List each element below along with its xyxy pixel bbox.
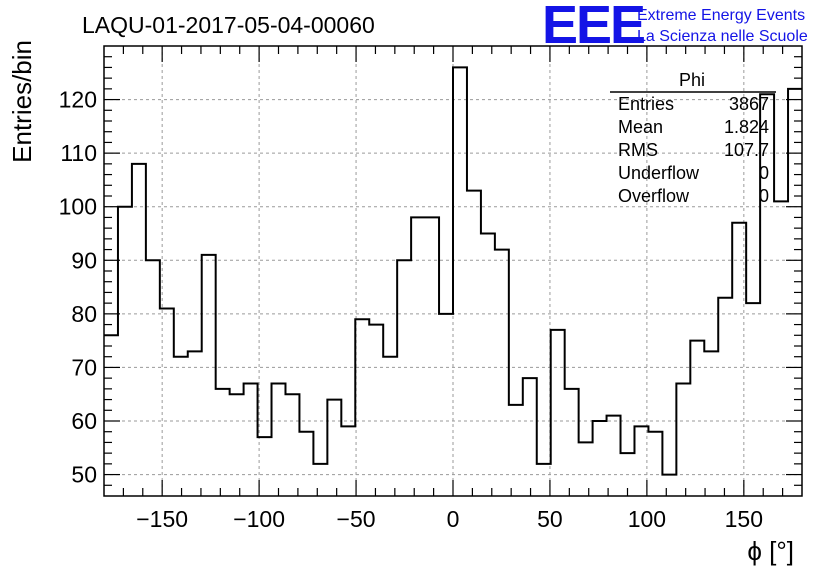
x-tick-label: 50 bbox=[537, 506, 563, 532]
x-axis-title: ϕ [°] bbox=[747, 536, 794, 566]
stats-label: RMS bbox=[618, 140, 658, 160]
x-tick-label: 100 bbox=[628, 506, 666, 532]
y-tick-label: 120 bbox=[59, 87, 97, 113]
stats-value: 0 bbox=[759, 163, 769, 183]
logo-line1: Extreme Energy Events bbox=[637, 7, 805, 24]
stats-label: Underflow bbox=[618, 163, 700, 183]
x-tick-label: −50 bbox=[337, 506, 376, 532]
stats-box: Phi Entries 3867 Mean 1.824 RMS 107.7 Underflo… bbox=[610, 70, 776, 206]
stats-value: 0 bbox=[759, 186, 769, 206]
y-tick-label: 110 bbox=[60, 140, 97, 166]
stats-value: 1.824 bbox=[724, 117, 769, 137]
y-tick-label: 50 bbox=[71, 462, 97, 488]
y-tick-label: 100 bbox=[59, 194, 97, 220]
plot-frame bbox=[103, 45, 803, 497]
y-tick-label: 70 bbox=[71, 354, 97, 380]
stats-label: Entries bbox=[618, 94, 674, 114]
y-tick-label: 60 bbox=[71, 408, 97, 434]
stats-value: 3867 bbox=[729, 94, 769, 114]
tick-labels: −150 −100 −50 0 50 100 150 50 60 70 80 90 100 110 120 bbox=[59, 87, 763, 532]
y-axis-title: Entries/bin bbox=[7, 40, 37, 163]
histogram-outline bbox=[104, 66, 802, 476]
y-tick-label: 80 bbox=[71, 301, 97, 327]
logo: EEE Extreme Energy Events La Scienza nel… bbox=[542, 0, 808, 55]
x-tick-label: 0 bbox=[447, 506, 460, 532]
y-tick-label: 90 bbox=[71, 247, 97, 273]
logo-line2: La Scienza nelle Scuole bbox=[637, 28, 808, 45]
x-tick-label: 150 bbox=[725, 506, 763, 532]
chart-title: LAQU-01-2017-05-04-00060 bbox=[82, 12, 375, 38]
stats-label: Mean bbox=[618, 117, 663, 137]
x-tick-label: −150 bbox=[136, 506, 188, 532]
x-tick-label: −100 bbox=[233, 506, 285, 532]
stats-title: Phi bbox=[679, 70, 705, 90]
axis-ticks bbox=[104, 46, 802, 496]
stats-label: Overflow bbox=[618, 186, 690, 206]
stats-value: 107.7 bbox=[724, 140, 769, 160]
